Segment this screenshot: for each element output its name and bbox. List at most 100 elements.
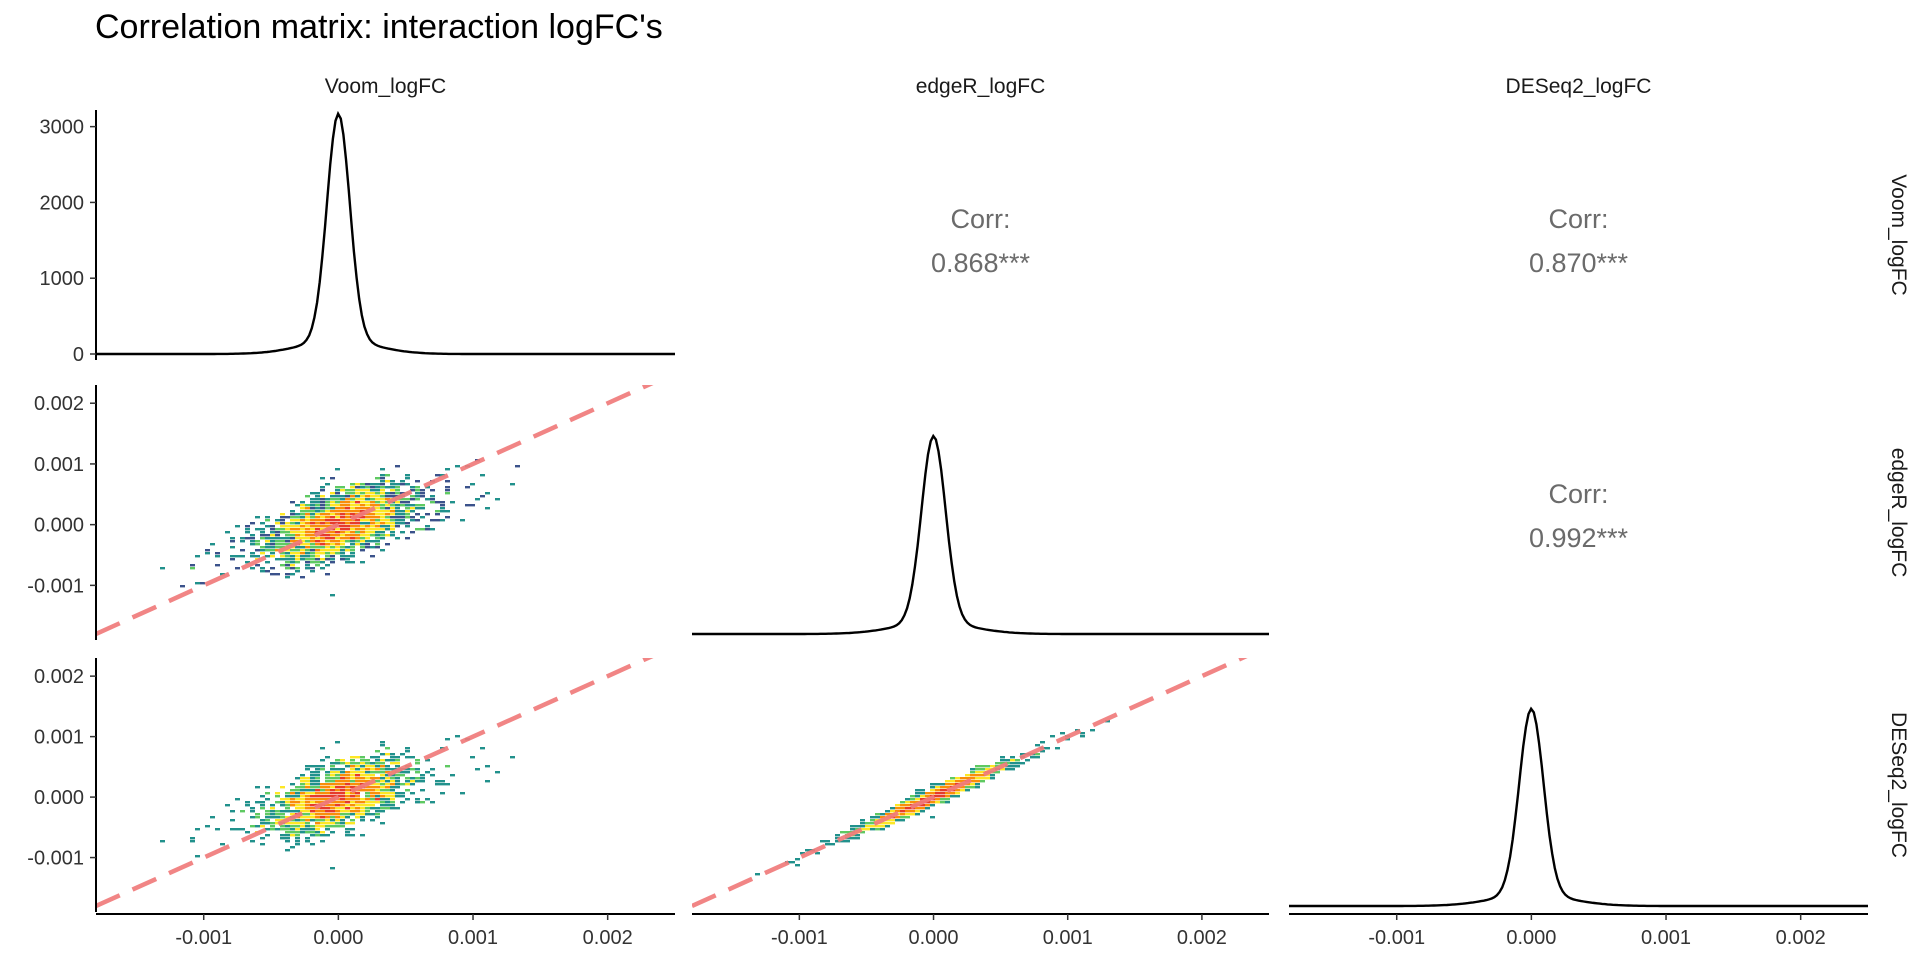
bin [355,792,360,795]
bin [310,531,315,534]
bin [295,513,300,516]
bin [310,843,315,846]
bin [310,810,315,813]
bin [350,807,355,810]
bin [365,516,370,519]
bin [245,561,250,564]
bin [380,810,385,813]
bin [415,768,420,771]
bin [235,798,240,801]
bin [340,537,345,540]
bin [375,528,380,531]
bin [1010,768,1015,771]
bin [370,771,375,774]
bin [325,813,330,816]
bin [310,534,315,537]
bin [315,777,320,780]
bin [990,774,995,777]
bin [890,807,895,810]
bin [310,555,315,558]
bin [275,522,280,525]
bin [260,534,265,537]
bin [350,786,355,789]
bin [350,774,355,777]
bin [310,798,315,801]
bin [325,573,330,576]
bin [395,807,400,810]
bin [395,513,400,516]
bin [1035,744,1040,747]
bin [350,819,355,822]
bin [975,768,980,771]
bin [375,798,380,801]
bin [310,558,315,561]
bin [935,792,940,795]
bin [310,780,315,783]
bin [390,762,395,765]
bin [910,795,915,798]
bin [300,816,305,819]
bin [455,465,460,468]
bin [840,831,845,834]
bin [345,801,350,804]
bin [370,516,375,519]
bin [340,498,345,501]
bin [980,780,985,783]
bin [330,807,335,810]
bin [370,801,375,804]
bin [340,525,345,528]
bin [360,813,365,816]
bin [230,558,235,561]
bin [325,552,330,555]
bin [365,792,370,795]
bin [325,771,330,774]
bin [915,807,920,810]
bin [940,789,945,792]
bin [390,798,395,801]
density-curve-DESeq2_logFC [1289,706,1868,908]
bin [395,504,400,507]
bin [285,516,290,519]
bin [320,504,325,507]
bin [485,492,490,495]
bin [355,810,360,813]
bin [345,831,350,834]
bin [1005,759,1010,762]
bin [300,777,305,780]
bin [320,840,325,843]
bin [405,768,410,771]
bin [410,516,415,519]
bin [195,828,200,831]
bin [380,774,385,777]
bin [270,543,275,546]
bin [345,771,350,774]
bin [260,546,265,549]
bin [310,819,315,822]
bin [285,528,290,531]
bin [335,825,340,828]
bin [380,477,385,480]
bin [315,831,320,834]
x-tick-label: 0.002 [1177,927,1227,949]
bin [375,756,380,759]
bin [190,564,195,567]
bin [1000,756,1005,759]
bin [320,813,325,816]
bin [385,783,390,786]
bin [875,816,880,819]
bin [340,531,345,534]
bin [395,489,400,492]
bin [305,528,310,531]
bin [945,780,950,783]
bin [285,525,290,528]
bin [895,804,900,807]
bin [290,537,295,540]
bin [280,837,285,840]
bin [390,525,395,528]
bin [280,522,285,525]
bin [310,516,315,519]
bin [290,540,295,543]
bin [430,768,435,771]
bin [900,801,905,804]
bin [285,825,290,828]
